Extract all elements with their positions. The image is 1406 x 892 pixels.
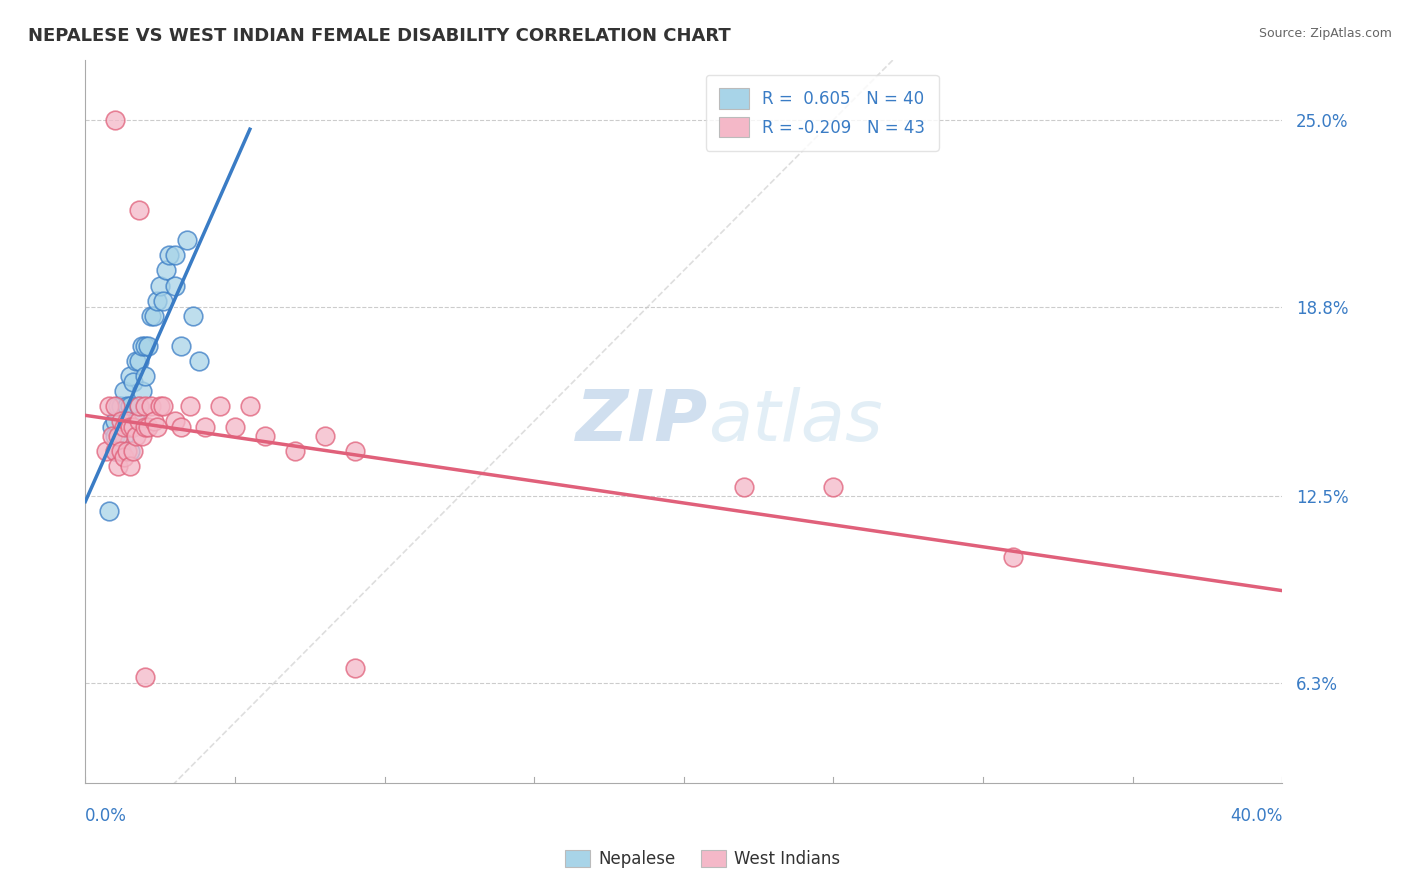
Point xyxy=(139,399,162,413)
Point xyxy=(104,414,127,428)
Point xyxy=(115,414,138,428)
Text: 0.0%: 0.0% xyxy=(86,806,127,825)
Point xyxy=(134,420,156,434)
Point xyxy=(128,354,150,368)
Text: ZIP: ZIP xyxy=(575,386,707,456)
Point xyxy=(165,278,187,293)
Point xyxy=(115,444,138,458)
Point xyxy=(733,480,755,494)
Point xyxy=(146,293,169,308)
Point xyxy=(122,420,145,434)
Point xyxy=(239,399,262,413)
Point xyxy=(149,278,172,293)
Legend: R =  0.605   N = 40, R = -0.209   N = 43: R = 0.605 N = 40, R = -0.209 N = 43 xyxy=(706,75,939,151)
Point xyxy=(122,444,145,458)
Point xyxy=(146,420,169,434)
Point xyxy=(125,429,148,443)
Point xyxy=(314,429,336,443)
Point xyxy=(1001,549,1024,564)
Point xyxy=(120,420,142,434)
Point xyxy=(152,399,174,413)
Point xyxy=(143,309,166,323)
Point xyxy=(96,444,118,458)
Point xyxy=(194,420,217,434)
Point xyxy=(115,399,138,413)
Point xyxy=(104,399,127,413)
Point xyxy=(104,444,127,458)
Point xyxy=(120,444,142,458)
Point xyxy=(136,420,159,434)
Point xyxy=(98,399,121,413)
Point xyxy=(104,444,127,458)
Point xyxy=(107,444,129,458)
Point xyxy=(170,420,193,434)
Point xyxy=(104,429,127,443)
Point xyxy=(157,248,180,262)
Point xyxy=(112,384,135,398)
Point xyxy=(120,459,142,474)
Point xyxy=(128,203,150,218)
Point xyxy=(131,339,153,353)
Point xyxy=(128,399,150,413)
Point xyxy=(110,399,132,413)
Point xyxy=(188,354,211,368)
Point xyxy=(128,399,150,413)
Point xyxy=(101,429,124,443)
Point xyxy=(110,414,132,428)
Point xyxy=(165,414,187,428)
Point xyxy=(104,112,127,127)
Point xyxy=(110,444,132,458)
Point xyxy=(134,368,156,383)
Text: NEPALESE VS WEST INDIAN FEMALE DISABILITY CORRELATION CHART: NEPALESE VS WEST INDIAN FEMALE DISABILIT… xyxy=(28,27,731,45)
Point xyxy=(170,339,193,353)
Text: 40.0%: 40.0% xyxy=(1230,806,1282,825)
Point xyxy=(125,354,148,368)
Point xyxy=(176,233,198,247)
Point xyxy=(136,339,159,353)
Point xyxy=(120,368,142,383)
Point xyxy=(107,459,129,474)
Point xyxy=(107,429,129,443)
Point xyxy=(115,420,138,434)
Point xyxy=(165,248,187,262)
Text: Source: ZipAtlas.com: Source: ZipAtlas.com xyxy=(1258,27,1392,40)
Point xyxy=(112,450,135,465)
Point xyxy=(139,309,162,323)
Point xyxy=(120,399,142,413)
Legend: Nepalese, West Indians: Nepalese, West Indians xyxy=(558,843,848,875)
Point xyxy=(131,429,153,443)
Point xyxy=(134,670,156,684)
Point xyxy=(110,444,132,458)
Point xyxy=(128,414,150,428)
Point xyxy=(181,309,204,323)
Point xyxy=(155,263,177,277)
Point xyxy=(134,399,156,413)
Point xyxy=(122,375,145,389)
Point xyxy=(112,429,135,443)
Point xyxy=(107,399,129,413)
Point xyxy=(134,339,156,353)
Point xyxy=(152,293,174,308)
Point xyxy=(343,444,366,458)
Text: atlas: atlas xyxy=(707,386,883,456)
Point xyxy=(122,420,145,434)
Point xyxy=(253,429,276,443)
Point xyxy=(208,399,231,413)
Point xyxy=(284,444,307,458)
Point xyxy=(179,399,201,413)
Point xyxy=(224,420,246,434)
Point xyxy=(343,661,366,675)
Point xyxy=(149,399,172,413)
Point xyxy=(98,504,121,518)
Point xyxy=(125,414,148,428)
Point xyxy=(131,384,153,398)
Point xyxy=(101,420,124,434)
Point xyxy=(112,420,135,434)
Point xyxy=(143,414,166,428)
Point xyxy=(823,480,845,494)
